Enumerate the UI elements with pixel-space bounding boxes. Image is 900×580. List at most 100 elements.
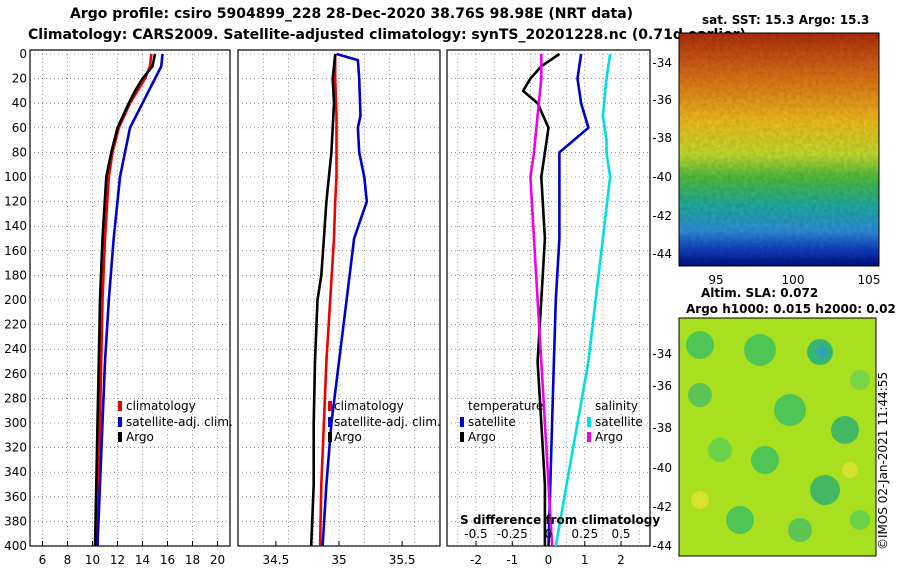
eddy-blob — [816, 346, 828, 358]
y-tick-label: 280 — [4, 391, 27, 405]
sst-map-image — [679, 33, 879, 266]
temperature-panel: 6 8 10 12 14 16 18 20 0 20 40 60 80 100 120 140 160 180 2… — [4, 47, 233, 567]
legend-swatch-climatology — [328, 401, 332, 411]
sst-map: -34 -36 -38 -40 -42 -44 95 100 105 — [652, 32, 880, 287]
eddy-blob — [708, 438, 732, 462]
s-tick-label: -0.5 — [464, 527, 487, 541]
eddy-blob — [810, 475, 840, 505]
eddy-blob — [850, 370, 870, 390]
x-tick-label: 14 — [135, 553, 150, 567]
sst-lat-ticks: -34 -36 -38 -40 -42 -44 — [652, 56, 672, 261]
y-tick-label: 200 — [4, 293, 27, 307]
sla-map: -34 -36 -38 -40 -42 -44 — [652, 317, 877, 557]
y-tick-label: 40 — [12, 96, 27, 110]
sst-lat-tick: -34 — [652, 56, 672, 70]
sst-lat-tick: -38 — [652, 131, 672, 145]
legend-label-sal-satellite: satellite — [595, 415, 643, 429]
x-tick-label: 1 — [581, 553, 589, 567]
sla-map-frame — [678, 317, 877, 557]
y-tick-label: 120 — [4, 195, 27, 209]
sla-lat-tick: -38 — [652, 421, 672, 435]
legend-swatch-climatology — [118, 401, 122, 411]
sst-lon-ticks: 95 100 105 — [708, 273, 880, 287]
eddy-blob — [726, 506, 754, 534]
difference-x-ticks: -2 -1 0 1 2 — [470, 541, 625, 567]
legend-swatch-satellite — [328, 417, 332, 427]
x-tick-label: 34.5 — [263, 553, 290, 567]
y-tick-label: 260 — [4, 367, 27, 381]
sst-lon-tick: 100 — [782, 273, 805, 287]
y-tick-label: 360 — [4, 490, 27, 504]
sst-map-frame — [678, 32, 880, 267]
series-line-satellite-adj-clim- — [96, 53, 164, 547]
salinity-panel: 34.5 35 35.5 climatology satellite-adj. cl… — [237, 49, 441, 567]
y-tick-label: 60 — [12, 121, 27, 135]
temperature-y-ticks: 0 20 40 60 80 100 120 140 160 180 200 220 240 260 280 3… — [4, 47, 27, 553]
x-tick-label: 35 — [331, 553, 346, 567]
legend-swatch-satellite — [118, 417, 122, 427]
x-tick-label: 2 — [617, 553, 625, 567]
x-tick-label: -1 — [506, 553, 518, 567]
difference-s-ticks: -0.5 -0.25 0 0.25 0.5 — [464, 527, 630, 541]
legend-label-climatology: climatology — [126, 399, 196, 413]
x-tick-label: 20 — [210, 553, 225, 567]
y-tick-label: 80 — [12, 145, 27, 159]
series-line-temperature-satellite — [547, 53, 590, 547]
x-tick-label: 0 — [545, 553, 553, 567]
sla-lat-tick: -34 — [652, 347, 672, 361]
salinity-grid — [238, 50, 440, 547]
eddy-blob — [850, 510, 870, 530]
sla-map-title-line-1: Altim. SLA: 0.072 — [701, 286, 819, 300]
legend-title-temperature: temperature — [468, 399, 543, 413]
series-line-argo — [309, 53, 337, 547]
y-tick-label: 0 — [19, 47, 27, 61]
sst-lat-tick: -36 — [652, 93, 672, 107]
x-tick-label: 10 — [85, 553, 100, 567]
s-axis-label: S difference from climatology — [460, 513, 660, 527]
y-tick-label: 140 — [4, 219, 27, 233]
x-tick-label: 6 — [39, 553, 47, 567]
sst-lat-tick: -44 — [652, 247, 672, 261]
s-tick-label: -0.25 — [497, 527, 528, 541]
legend-swatch-sal-argo — [587, 432, 591, 442]
sla-lat-ticks: -34 -36 -38 -40 -42 -44 — [652, 347, 672, 553]
y-tick-label: 320 — [4, 441, 27, 455]
y-tick-label: 180 — [4, 268, 27, 282]
temperature-plot-frame — [29, 49, 231, 547]
legend-label-satellite: satellite-adj. clim. — [126, 415, 233, 429]
x-tick-label: 35.5 — [389, 553, 416, 567]
sla-lat-tick: -40 — [652, 461, 672, 475]
x-tick-label: -2 — [470, 553, 482, 567]
sst-lat-tick: -42 — [652, 209, 672, 223]
series-line-salinity-argo — [529, 54, 554, 547]
legend-swatch-argo — [118, 432, 122, 442]
x-tick-label: 18 — [185, 553, 200, 567]
y-tick-label: 300 — [4, 416, 27, 430]
title-line-1: Argo profile: csiro 5904899_228 28-Dec-2… — [70, 6, 634, 22]
eddy-blob — [688, 383, 712, 407]
x-tick-label: 12 — [110, 553, 125, 567]
legend-label-argo: Argo — [126, 430, 154, 444]
legend-swatch-sal-satellite — [587, 417, 591, 427]
legend-label-temp-argo: Argo — [468, 430, 496, 444]
sla-lat-tick: -36 — [652, 379, 672, 393]
series-line-climatology — [318, 54, 338, 547]
title-line-2: Climatology: CARS2009. Satellite-adjuste… — [28, 27, 746, 43]
eddy-blob — [831, 416, 859, 444]
difference-lines — [521, 52, 612, 547]
series-line-argo — [93, 53, 157, 547]
eddy-blob — [774, 394, 806, 426]
eddy-blob — [842, 462, 858, 478]
legend-label-climatology: climatology — [334, 399, 404, 413]
difference-legend: temperature satellite Argo salinity sate… — [460, 399, 643, 444]
temperature-x-ticks: 6 8 10 12 14 16 18 20 — [39, 541, 225, 567]
legend-label-satellite: satellite-adj. clim. — [334, 415, 441, 429]
legend-label-sal-argo: Argo — [595, 430, 623, 444]
imos-credit: ©IMOS 02-Jan-2021 11:44:55 — [876, 371, 890, 550]
eddy-blob — [788, 518, 812, 542]
salinity-lines — [309, 52, 369, 547]
difference-grid — [447, 50, 650, 547]
eddy-blob — [691, 491, 709, 509]
eddy-blob — [686, 331, 714, 359]
series-line-climatology — [96, 53, 153, 547]
